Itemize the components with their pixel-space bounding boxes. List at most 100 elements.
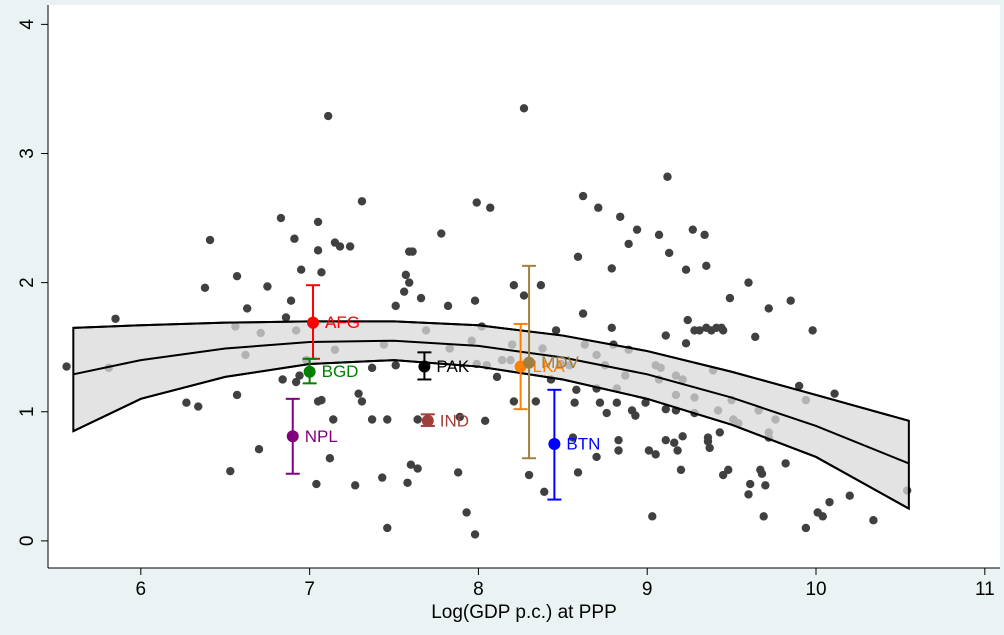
point [329, 415, 338, 424]
point [290, 234, 299, 243]
point [688, 225, 697, 234]
point [678, 432, 687, 441]
point [808, 326, 817, 335]
point [453, 468, 463, 477]
point [462, 508, 471, 517]
point [357, 397, 367, 406]
point [509, 397, 519, 406]
x-tick-label: 9 [642, 579, 653, 600]
point [607, 264, 616, 273]
country-label: LKA [533, 357, 566, 376]
point [317, 395, 326, 405]
point [830, 389, 839, 398]
point [612, 398, 622, 407]
y-tick-label: 3 [17, 148, 38, 159]
x-axis-label: Log(GDP p.c.) at PPP [431, 602, 617, 623]
point [869, 516, 878, 525]
point [744, 490, 753, 499]
point [572, 385, 581, 395]
point [676, 465, 686, 475]
point [367, 363, 377, 373]
point [614, 446, 623, 455]
point [524, 470, 534, 480]
country-label: IND [440, 411, 469, 430]
point [312, 479, 321, 489]
point [764, 304, 773, 313]
point [761, 481, 770, 490]
x-tick-label: 11 [975, 579, 995, 600]
point [325, 454, 335, 463]
point [670, 438, 679, 447]
point [254, 445, 264, 454]
point [683, 315, 692, 325]
country-point [548, 438, 561, 451]
point [205, 235, 215, 245]
point [367, 415, 377, 424]
x-tick-label: 10 [805, 579, 826, 600]
point [614, 435, 623, 445]
point [263, 282, 272, 291]
point [664, 248, 674, 258]
point [383, 415, 392, 424]
point [751, 332, 760, 342]
point [62, 362, 71, 371]
point [295, 371, 304, 380]
country-point [421, 414, 434, 427]
point [443, 301, 453, 311]
point [725, 293, 735, 303]
point [232, 390, 242, 400]
country-point [286, 430, 299, 443]
point [568, 433, 578, 442]
country-label: BTN [566, 435, 600, 454]
point [242, 304, 252, 313]
point [182, 398, 191, 407]
point [794, 381, 804, 391]
country-label: PAK [436, 357, 469, 376]
point [825, 497, 834, 507]
point [437, 229, 446, 238]
point [592, 452, 601, 462]
fit-line [73, 320, 910, 422]
point [570, 398, 579, 407]
point [700, 230, 709, 240]
point [354, 389, 363, 398]
country-point [418, 360, 431, 373]
point [391, 301, 400, 311]
point [194, 402, 203, 411]
point [724, 465, 733, 475]
point [573, 468, 583, 477]
point [651, 450, 660, 459]
point [357, 197, 367, 206]
point [416, 293, 426, 303]
point [401, 270, 411, 280]
point [200, 283, 210, 292]
point [578, 191, 588, 201]
point [718, 326, 728, 335]
point [323, 111, 333, 121]
point [818, 512, 827, 521]
x-tick-label: 6 [136, 579, 147, 600]
y-tick-label: 4 [17, 19, 38, 30]
point [399, 287, 409, 296]
plot-area [48, 5, 1000, 568]
point [232, 271, 242, 281]
point [470, 530, 480, 539]
point [296, 265, 306, 274]
point [391, 361, 400, 370]
point [845, 491, 854, 500]
country-point [303, 365, 316, 378]
point [413, 464, 422, 473]
point [616, 212, 625, 221]
point [801, 523, 811, 533]
point [624, 239, 633, 249]
point [317, 268, 326, 277]
point [551, 326, 561, 335]
point [573, 252, 583, 262]
point [226, 466, 235, 476]
point [405, 278, 414, 287]
point [531, 397, 541, 406]
point [455, 412, 465, 422]
point [278, 375, 287, 384]
point [480, 416, 490, 425]
point [759, 512, 768, 521]
